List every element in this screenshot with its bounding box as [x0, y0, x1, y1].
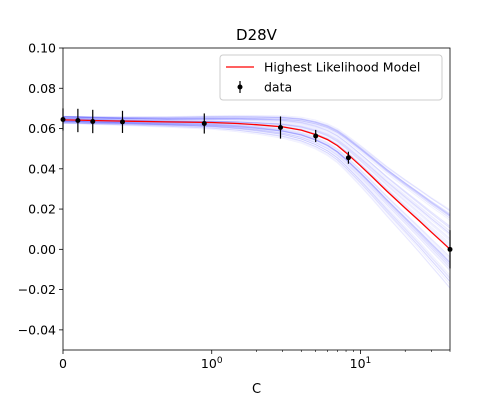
posterior-sample-line: [63, 121, 451, 269]
posterior-sample-line: [62, 121, 451, 271]
posterior-sample-band: [62, 114, 451, 289]
legend-model-label: Highest Likelihood Model: [264, 60, 420, 75]
posterior-sample-line: [62, 117, 451, 227]
data-point: [201, 121, 207, 126]
y-tick-label: 0.06: [28, 121, 56, 136]
posterior-sample-line: [63, 116, 451, 217]
x-tick-label: 101: [350, 356, 372, 371]
data-point: [75, 117, 81, 123]
y-tick-label: −0.04: [18, 322, 56, 337]
x-tick-base: 10: [201, 356, 217, 371]
x-tick-exponent: 1: [366, 356, 372, 366]
posterior-sample-line: [62, 117, 451, 233]
posterior-sample-line: [62, 122, 451, 282]
x-tick-label: 0: [59, 356, 67, 371]
posterior-sample-line: [62, 120, 451, 267]
model-line-group: [62, 119, 451, 250]
posterior-sample-line: [62, 120, 451, 263]
posterior-sample-line: [62, 120, 451, 263]
data-point: [90, 118, 96, 124]
y-tick-label: 0.04: [28, 161, 56, 176]
posterior-sample-line: [62, 120, 451, 266]
posterior-sample-line: [62, 120, 451, 260]
posterior-sample-line: [62, 120, 451, 264]
posterior-sample-line: [62, 122, 451, 289]
posterior-sample-line: [63, 114, 451, 212]
y-tick-label: 0.10: [28, 41, 56, 56]
posterior-sample-line: [62, 120, 451, 266]
x-tick-label: 100: [201, 356, 223, 371]
model-line: [62, 119, 451, 250]
posterior-sample-line: [62, 116, 451, 221]
data-point: [278, 125, 283, 131]
posterior-sample-line: [62, 120, 451, 266]
y-tick-label: 0.08: [28, 81, 56, 96]
posterior-sample-line: [62, 116, 451, 215]
posterior-sample-line: [62, 122, 451, 289]
legend-box: [219, 54, 443, 101]
data-point: [119, 119, 125, 125]
posterior-sample-line: [62, 118, 451, 235]
x-tick-base: 0: [59, 356, 67, 371]
y-tick-label: 0.00: [28, 242, 56, 257]
posterior-sample-line: [62, 116, 451, 217]
y-tick-label: 0.02: [28, 202, 56, 217]
posterior-sample-line: [63, 115, 451, 216]
posterior-sample-line: [62, 117, 451, 228]
legend: Highest Likelihood Model data: [219, 54, 443, 101]
posterior-sample-line: [62, 121, 451, 278]
posterior-sample-line: [63, 115, 451, 217]
posterior-sample-line: [62, 117, 451, 232]
posterior-sample-line: [62, 121, 451, 272]
posterior-sample-line: [62, 120, 451, 263]
posterior-sample-line: [62, 116, 451, 218]
posterior-sample-line: [62, 121, 451, 276]
data-point: [313, 133, 319, 139]
posterior-sample-line: [62, 117, 451, 229]
x-tick-exponent: 0: [217, 356, 223, 366]
posterior-sample-line: [62, 120, 451, 264]
data-point: [345, 155, 351, 161]
posterior-sample-line: [62, 122, 451, 279]
posterior-sample-line: [62, 116, 451, 219]
posterior-sample-line: [62, 118, 451, 240]
y-tick-label: −0.02: [18, 282, 56, 297]
posterior-sample-line: [62, 118, 451, 235]
posterior-sample-line: [62, 115, 451, 212]
posterior-sample-line: [62, 121, 451, 269]
posterior-sample-line: [62, 117, 451, 229]
posterior-sample-line: [62, 116, 451, 216]
posterior-sample-line: [62, 122, 451, 280]
legend-data-label: data: [264, 80, 292, 95]
posterior-sample-line: [62, 116, 451, 215]
posterior-sample-line: [62, 118, 451, 242]
x-axis: 0 100 101: [59, 350, 451, 371]
chart-title: D28V: [236, 26, 278, 44]
posterior-sample-line: [62, 119, 451, 248]
posterior-sample-line: [62, 122, 451, 282]
y-axis: −0.04 −0.02 0.00 0.02 0.04 0.06 0.08 0.10: [18, 41, 63, 337]
posterior-sample-line: [63, 116, 451, 219]
legend-data-marker: [237, 84, 243, 90]
posterior-sample-line: [62, 118, 451, 239]
posterior-sample-line: [62, 122, 451, 285]
posterior-sample-line: [62, 117, 451, 234]
posterior-sample-line: [62, 120, 451, 258]
posterior-sample-line: [62, 115, 451, 211]
posterior-sample-line: [62, 122, 451, 283]
x-tick-base: 10: [350, 356, 366, 371]
posterior-sample-line: [62, 120, 451, 262]
posterior-sample-line: [62, 116, 451, 216]
x-axis-title: C: [252, 382, 261, 397]
